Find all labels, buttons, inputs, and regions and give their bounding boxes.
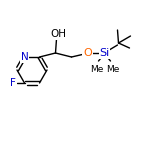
Text: Me: Me <box>106 64 119 74</box>
Text: OH: OH <box>50 29 67 39</box>
Text: Me: Me <box>90 64 103 74</box>
Text: O: O <box>83 48 92 58</box>
Text: N: N <box>21 52 28 62</box>
Text: F: F <box>10 78 16 88</box>
Text: Si: Si <box>99 48 110 58</box>
